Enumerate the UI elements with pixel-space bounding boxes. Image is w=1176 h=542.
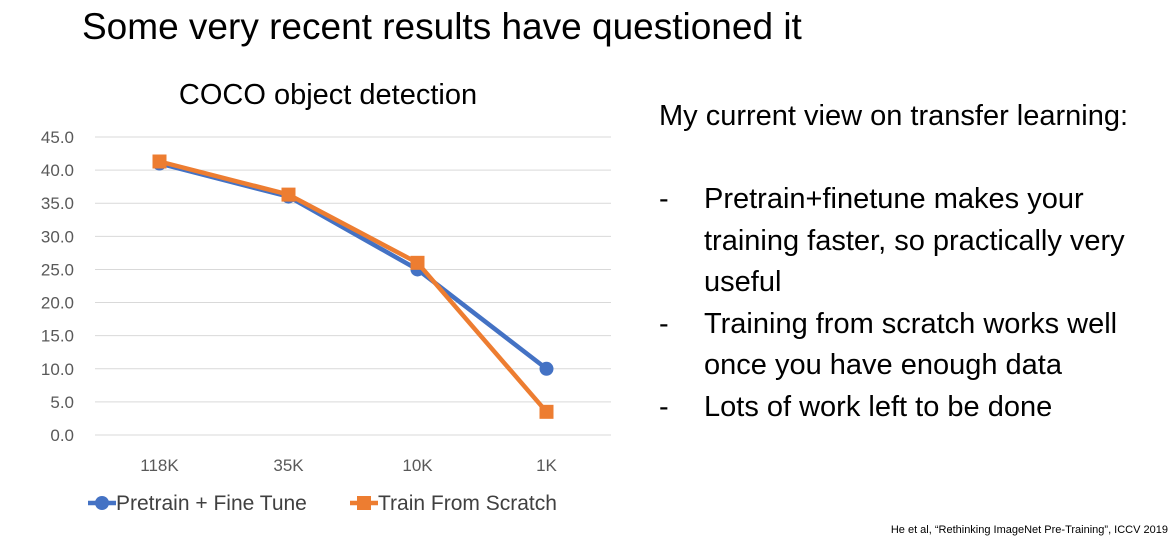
x-tick-label: 118K <box>140 456 179 475</box>
y-tick-label: 30.0 <box>41 227 74 246</box>
bullet-item: - Training from scratch works well once … <box>659 304 1169 387</box>
data-point <box>410 255 425 270</box>
data-point <box>539 361 554 376</box>
legend-label: Pretrain + Fine Tune <box>116 492 307 515</box>
series-line <box>158 159 549 414</box>
series-line <box>158 161 548 371</box>
bullet-dash: - <box>659 183 669 215</box>
data-point <box>281 187 296 202</box>
bullet-dash: - <box>659 390 669 423</box>
series-lines <box>152 154 554 419</box>
x-tick-label: 10K <box>402 456 433 475</box>
x-axis-ticks: 118K 35K 10K 1K <box>140 456 557 475</box>
y-tick-label: 15.0 <box>41 327 74 346</box>
y-tick-label: 5.0 <box>50 393 74 412</box>
legend-marker <box>95 496 109 510</box>
y-axis-ticks: 0.0 5.0 10.0 15.0 20.0 25.0 30.0 35.0 40.0 45.0 <box>41 128 74 445</box>
bullet-text: Lots of work left to be done <box>704 390 1053 423</box>
y-tick-label: 40.0 <box>41 161 74 180</box>
x-tick-label: 35K <box>273 456 304 475</box>
chart: COCO object detection 0.0 5.0 10.0 15.0 20.0… <box>41 79 611 515</box>
legend-marker <box>357 496 371 510</box>
legend: Pretrain + Fine Tune Train From Scratch <box>88 492 557 515</box>
data-point <box>152 154 167 169</box>
gridlines <box>95 136 611 436</box>
y-tick-label: 10.0 <box>41 360 74 379</box>
y-tick-label: 25.0 <box>41 260 74 279</box>
slide-title: Some very recent results have questioned… <box>82 6 802 47</box>
y-tick-label: 0.0 <box>50 426 74 445</box>
y-tick-label: 35.0 <box>41 194 74 213</box>
bullet-list: - Pretrain+finetune makes your training … <box>659 179 1169 428</box>
bullet-item: - Pretrain+finetune makes your training … <box>659 179 1169 304</box>
bullet-text: Pretrain+finetune makes your training fa… <box>704 183 1125 298</box>
chart-title: COCO object detection <box>179 79 477 111</box>
y-tick-label: 45.0 <box>41 128 74 147</box>
bullet-dash: - <box>659 307 669 340</box>
notes-intro: My current view on transfer learning: <box>659 100 1129 132</box>
x-tick-label: 1K <box>536 456 557 475</box>
legend-label: Train From Scratch <box>378 492 557 515</box>
bullet-text: Training from scratch works well once yo… <box>704 307 1118 382</box>
y-tick-label: 20.0 <box>41 294 74 313</box>
data-point <box>539 404 554 419</box>
bullet-item: - Lots of work left to be done <box>659 387 1169 429</box>
citation: He et al, “Rethinking ImageNet Pre-Train… <box>890 524 1168 536</box>
notes-panel: My current view on transfer learning: - … <box>659 96 1169 428</box>
